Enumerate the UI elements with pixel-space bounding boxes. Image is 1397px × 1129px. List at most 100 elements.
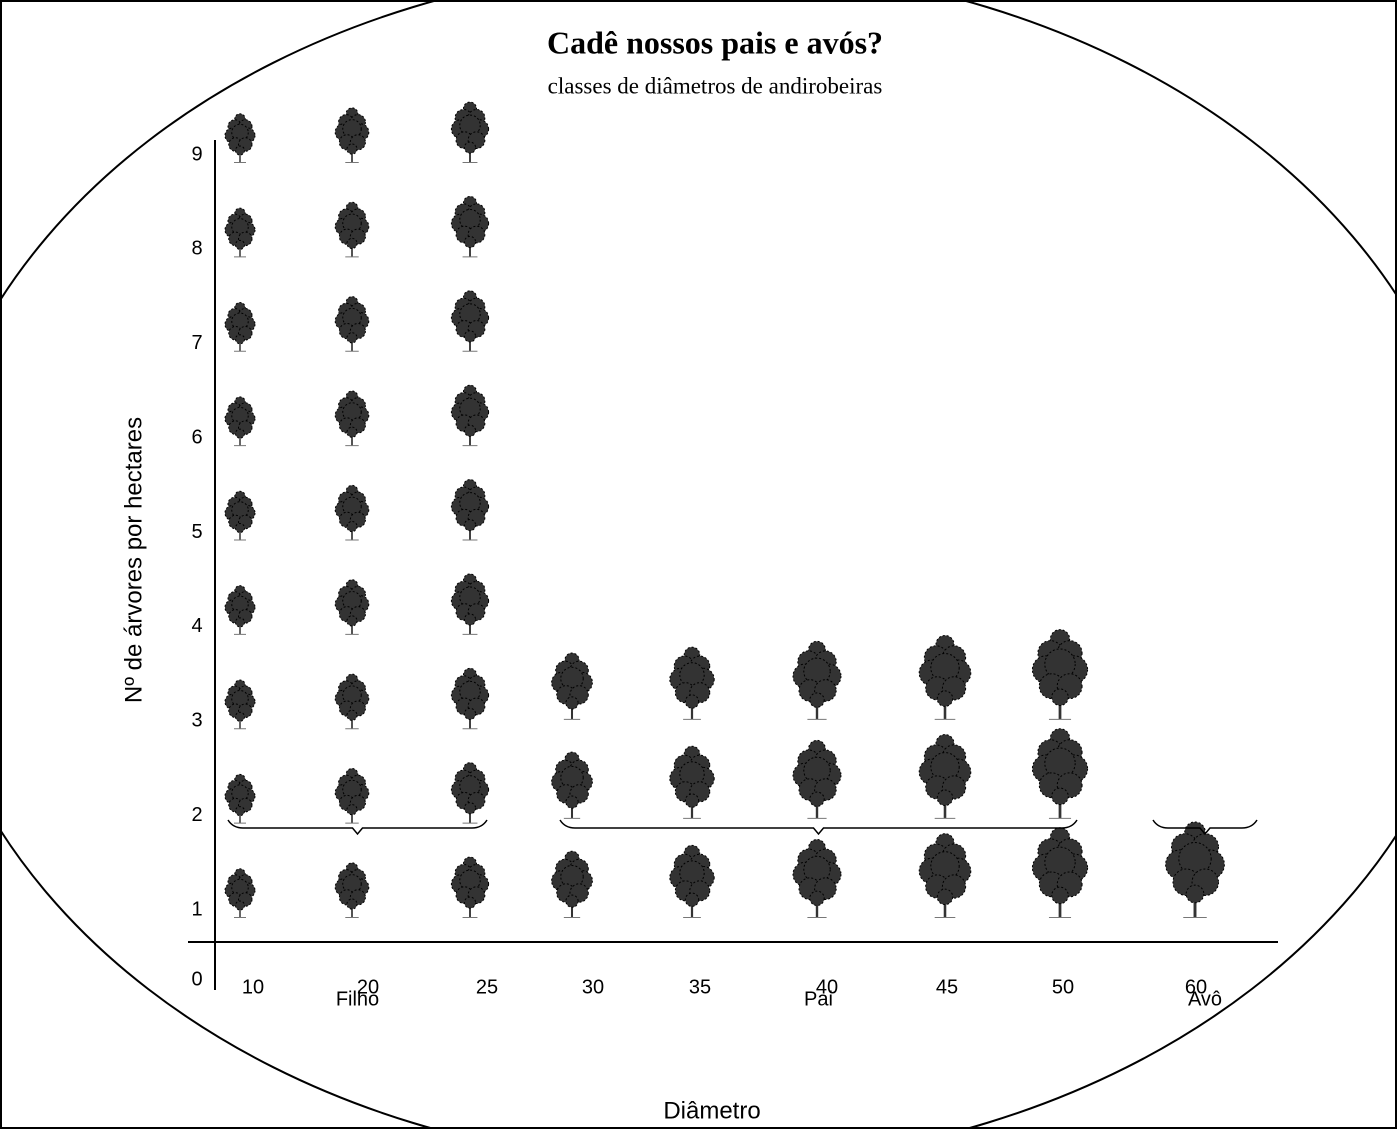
group-bracket [1152,819,1258,836]
x-axis-label: Diâmetro [663,1097,760,1124]
tree-column [1165,821,1225,918]
x-tick-label: 50 [1052,976,1074,998]
tree-column [792,640,842,918]
tree-foliage [346,332,358,344]
tree-foliage [684,892,700,907]
tree-foliage [463,330,477,343]
tree-foliage [936,789,954,807]
x-tick-label: 10 [242,976,264,998]
tree-foliage [679,761,705,787]
tree-foliage [346,426,358,438]
tree-foliage [459,208,481,231]
tree-foliage [346,615,358,627]
chart-subtitle: classes de diâmetros de andirobeiras [548,73,883,98]
tree-column [334,107,370,918]
tree-foliage [346,898,358,910]
tree-foliage [342,119,362,139]
tree-foliage [459,114,481,137]
x-tick-label: 40 [816,976,838,998]
tree-foliage [463,424,477,437]
tree-foliage [459,586,481,608]
y-tick-label: 3 [191,710,202,732]
tree-foliage [1051,688,1069,707]
tree-foliage [565,696,579,710]
tree-foliage [346,237,358,249]
tree-foliage [463,519,477,532]
tree-foliage [235,900,245,911]
tree-foliage [930,851,960,881]
tree-foliage [930,653,960,683]
tree-foliage [342,496,362,517]
tree-foliage [1051,886,1069,905]
tree-foliage [235,523,245,533]
tree-foliage [679,860,705,886]
tree-foliage [459,303,481,325]
tree-foliage [565,795,579,809]
y-tick-label: 8 [191,238,202,260]
y-tick-label: 9 [191,143,202,165]
x-tick-label: 25 [476,976,498,998]
tree-foliage [936,690,954,707]
y-tick-label: 1 [191,898,202,920]
tree-foliage [463,707,477,720]
tree-foliage [342,402,362,422]
tree-column [1031,629,1089,918]
tree-foliage [342,779,362,800]
tree-column [669,646,715,918]
tree-foliage [1044,648,1076,680]
tree-foliage [809,692,825,708]
tree-foliage [235,428,245,439]
tree-foliage [342,213,362,234]
y-tick-label: 4 [191,615,202,637]
tree-foliage [346,804,358,816]
tree-foliage [235,239,245,250]
tree-foliage [463,141,477,154]
tree-foliage [342,307,362,328]
tree-foliage [930,752,960,782]
tree-column [551,652,593,918]
x-tick-label: 45 [936,976,958,998]
tree-foliage [235,334,245,345]
tree-column [918,634,972,918]
y-axis-label: Nº de árvores por hectares [120,417,147,703]
tree-foliage [809,890,825,906]
tree-foliage [342,685,362,705]
tree-foliage [463,896,477,909]
tree-foliage [459,680,481,703]
group-label: Avô [1188,988,1222,1010]
group-label: Pai [804,988,833,1010]
tree-foliage [463,802,477,815]
tree-column [224,113,256,918]
tree-foliage [936,888,954,906]
y-tick-label: 2 [191,804,202,826]
tree-foliage [459,869,481,892]
x-tick-label: 60 [1185,976,1207,998]
tree-foliage [235,145,245,156]
tree-foliage [809,791,825,807]
tree-foliage [1185,884,1205,904]
group-bracket [227,819,488,836]
tree-foliage [342,874,362,894]
y-tick-label: 0 [191,968,202,990]
tree-foliage [679,662,705,688]
tree-foliage [235,711,245,722]
tree-foliage [684,793,700,808]
tree-foliage [459,397,481,420]
tree-foliage [463,235,477,249]
tree-foliage [342,591,362,611]
tree-foliage [1051,787,1069,806]
y-tick-label: 6 [191,426,202,448]
tree-foliage [346,521,358,533]
tree-foliage [346,143,358,155]
x-tick-label: 30 [582,976,604,998]
tree-foliage [459,492,481,514]
tree-foliage [346,709,358,721]
tree-foliage [459,775,481,797]
chart-title: Cadê nossos pais e avós? [547,24,883,60]
group-bracket [559,819,1078,836]
x-tick-label: 35 [689,976,711,998]
group-label: Filho [336,988,379,1010]
